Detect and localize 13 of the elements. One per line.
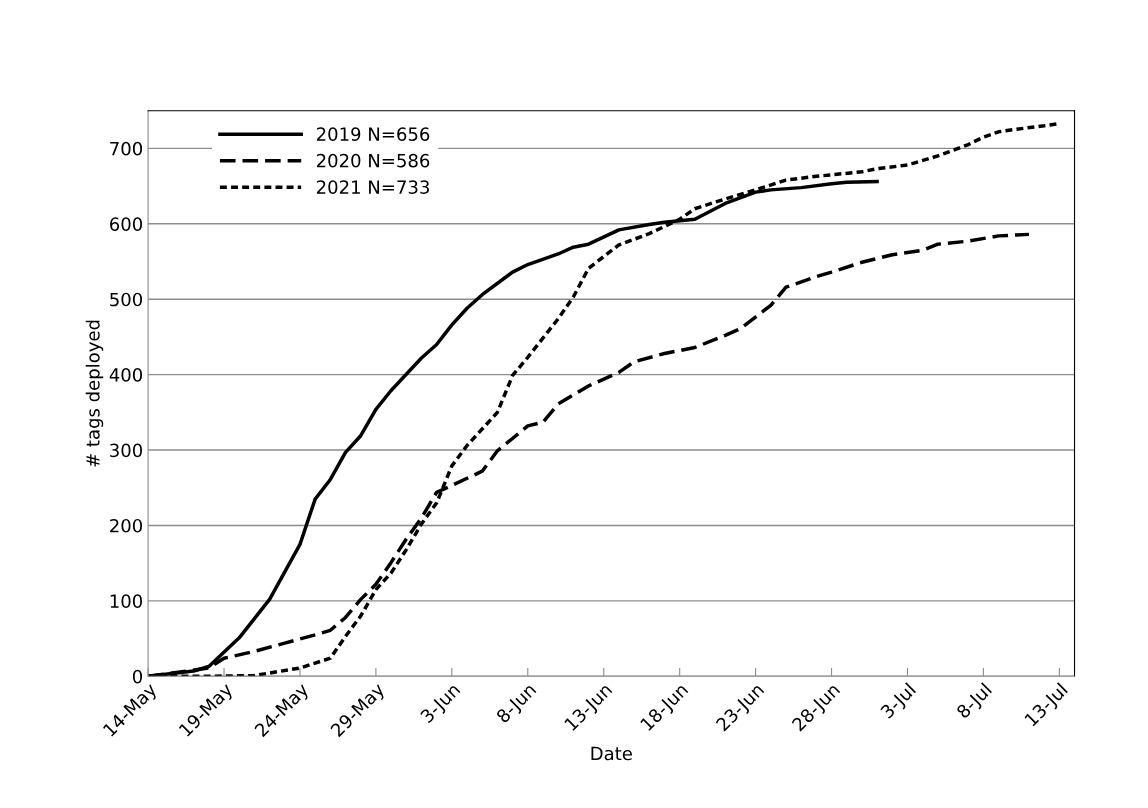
y-tick-label: 100 <box>110 594 143 608</box>
y-tick-label: 200 <box>110 518 143 533</box>
y-tick-label: 400 <box>109 368 143 382</box>
y-axis-title: # tags deployed <box>85 320 104 467</box>
legend-label: 2019 N=656 <box>316 127 430 141</box>
y-tick-label: 0 <box>132 669 143 684</box>
legend-label: 2021 N=733 <box>316 180 429 194</box>
legend-label: 2020 N=586 <box>316 153 430 168</box>
y-tick-label: 700 <box>110 141 143 156</box>
y-tick-label: 300 <box>110 443 143 458</box>
y-tick-label: 600 <box>110 217 143 231</box>
y-tick-label: 500 <box>110 292 143 307</box>
x-axis-title: Date <box>591 746 632 761</box>
